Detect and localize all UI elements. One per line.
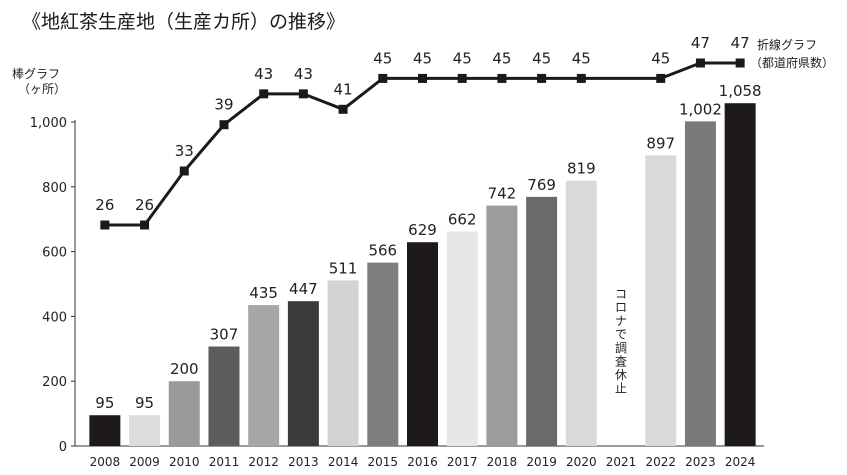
line-point (457, 73, 467, 83)
bar-value-label: 742 (488, 185, 517, 203)
note-2021-text: コロナで調査休止 (615, 287, 627, 396)
line-point (537, 73, 547, 83)
x-tick-label: 2010 (169, 455, 200, 469)
bar (446, 231, 478, 446)
bar (367, 262, 399, 446)
line-point (140, 220, 150, 230)
line-point (735, 58, 745, 68)
bar-value-label: 307 (210, 326, 239, 344)
line-value-label: 47 (731, 34, 750, 52)
line-value-label: 45 (572, 49, 591, 67)
x-tick-label: 2020 (566, 455, 597, 469)
line-point (378, 73, 388, 83)
bar-axis-label-line2: （ヶ所） (18, 82, 66, 96)
x-tick-label: 2023 (685, 455, 716, 469)
x-tick-label: 2022 (645, 455, 676, 469)
x-tick-label: 2017 (447, 455, 478, 469)
y-tick-label: 1,000 (30, 116, 67, 131)
x-tick-label: 2011 (209, 455, 240, 469)
y-tick-label: 200 (42, 375, 67, 390)
bar-value-label: 511 (329, 259, 358, 277)
line-point (576, 73, 586, 83)
bars: 95 95 200 307 435 447 511 566 629 662 742 769 819 897… (89, 82, 762, 447)
x-tick-label: 2014 (328, 455, 359, 469)
line-axis-label-line1: 折線グラフ (757, 37, 817, 52)
x-tick-label: 2009 (129, 455, 160, 469)
line-point (219, 120, 229, 130)
line-point (656, 73, 666, 83)
bar-axis-label-line1: 棒グラフ (12, 67, 60, 81)
bar (248, 305, 280, 446)
line-series: 26 26 33 39 43 43 41 45 45 45 45 45 45 45 47 47 (95, 34, 750, 230)
bar (486, 205, 518, 446)
line-value-label: 26 (95, 196, 114, 214)
line-point (497, 73, 507, 83)
bar-value-label: 1,002 (679, 100, 722, 118)
chart-title: 《地紅茶生産地（生産カ所）の推移》 (22, 11, 345, 33)
line-axis-label-line2: （都道府県数） (750, 55, 834, 70)
x-tick-label: 2019 (526, 455, 557, 469)
bar-value-label: 95 (135, 394, 154, 412)
x-axis-ticks: 2008 2009 2010 2011 2012 2013 2014 2015 2016 2017… (90, 455, 756, 469)
line-point (100, 220, 110, 230)
line-value-label: 43 (254, 65, 273, 83)
line-value-label: 45 (532, 49, 551, 67)
line-value-label: 45 (651, 49, 670, 67)
bar (407, 242, 438, 446)
line-value-label: 45 (453, 49, 472, 67)
bar-value-label: 435 (249, 284, 278, 302)
bar (208, 346, 240, 446)
bar-value-label: 897 (646, 134, 675, 152)
bar (287, 301, 319, 446)
line-point (298, 89, 308, 99)
line-value-label: 45 (413, 49, 432, 67)
note-2021: コロナで調査休止 (615, 287, 627, 396)
line-value-label: 33 (175, 142, 194, 160)
x-tick-label: 2024 (725, 455, 756, 469)
line-point (418, 73, 427, 83)
bar (89, 415, 121, 446)
bar-value-label: 566 (368, 242, 397, 260)
line-value-label: 47 (691, 34, 710, 52)
bar (724, 103, 756, 446)
bar (526, 196, 558, 446)
line-value-label: 39 (214, 96, 233, 114)
line-value-label: 45 (492, 49, 511, 67)
x-tick-label: 2015 (368, 455, 399, 469)
bar-value-label: 662 (448, 211, 477, 229)
x-tick-label: 2013 (288, 455, 319, 469)
y-tick-label: 600 (42, 246, 67, 261)
y-tick-label: 400 (42, 310, 67, 325)
bar-value-label: 769 (527, 176, 556, 194)
line-point (695, 58, 705, 68)
x-tick-label: 2012 (248, 455, 279, 469)
line-value-label: 43 (294, 65, 313, 83)
bar (565, 180, 597, 447)
line-point (259, 89, 269, 99)
bar (645, 155, 677, 446)
bar-value-label: 447 (289, 280, 318, 298)
line-value-label: 45 (373, 49, 392, 67)
bar (168, 381, 200, 446)
line-value-label: 41 (334, 80, 353, 98)
bar (327, 280, 359, 446)
bar-value-label: 1,058 (719, 82, 762, 100)
bar (684, 121, 716, 447)
bar-value-label: 95 (95, 394, 114, 412)
x-tick-label: 2021 (606, 455, 637, 469)
bar-value-label: 629 (408, 221, 437, 239)
y-tick-label: 800 (42, 181, 67, 196)
x-tick-label: 2008 (90, 455, 121, 469)
line-point (179, 166, 189, 176)
bar-value-label: 200 (170, 360, 199, 378)
line-value-label: 26 (135, 196, 154, 214)
bar (129, 415, 161, 446)
bar-value-label: 819 (567, 160, 596, 178)
line-point (338, 104, 348, 114)
line-path (104, 61, 741, 227)
x-tick-label: 2016 (407, 455, 438, 469)
y-tick-label: 0 (59, 440, 67, 455)
x-tick-label: 2018 (487, 455, 518, 469)
